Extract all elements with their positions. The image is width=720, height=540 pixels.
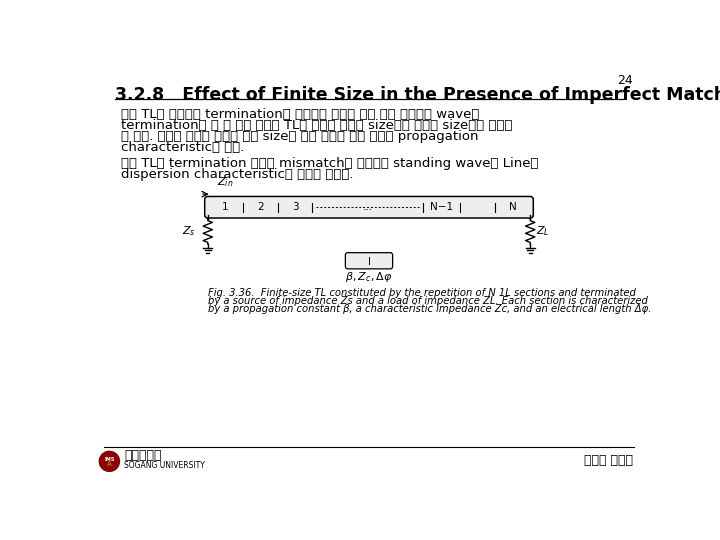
Text: 3.2.8   Effect of Finite Size in the Presence of Imperfect Matching: 3.2.8 Effect of Finite Size in the Prese… [114, 86, 720, 104]
Text: Fig. 3.36.  Finite-size TL constituted by the repetition of N 1L sections and te: Fig. 3.36. Finite-size TL constituted by… [208, 288, 636, 298]
Text: 2: 2 [257, 202, 264, 212]
Text: ...: ... [363, 202, 373, 212]
Text: $Z_L$: $Z_L$ [536, 225, 550, 238]
Text: 만일 TL이 완벽하게 termination에 매칭되어 있다면 이를 따라 진행하는 wave는: 만일 TL이 완벽하게 termination에 매칭되어 있다면 이를 따라 … [121, 108, 480, 121]
Text: 1: 1 [222, 202, 228, 212]
Text: 3: 3 [292, 202, 298, 212]
Text: $Z_{in}$: $Z_{in}$ [217, 175, 233, 189]
Text: $Z_s$: $Z_s$ [182, 225, 196, 238]
FancyBboxPatch shape [346, 253, 392, 269]
Text: 수 없다. 따라서 완벽히 매칭된 유한 size의 주기 구조는 무한 주기의 propagation: 수 없다. 따라서 완벽히 매칭된 유한 size의 주기 구조는 무한 주기의… [121, 130, 479, 143]
Text: 24: 24 [617, 74, 632, 87]
Text: by a propagation constant β, a characteristic impedance Zc, and an electrical le: by a propagation constant β, a character… [208, 303, 651, 314]
Text: 서강대학교: 서강대학교 [124, 449, 161, 462]
Text: SOGANG UNIVERSITY: SOGANG UNIVERSITY [124, 461, 205, 470]
FancyBboxPatch shape [204, 197, 534, 218]
Circle shape [99, 451, 120, 471]
Text: N: N [509, 202, 517, 212]
Text: 만일 TL과 termination 사이에 mismatch가 존재하면 standing wave는 Line의: 만일 TL과 termination 사이에 mismatch가 존재하면 st… [121, 157, 539, 170]
Text: A: A [107, 461, 112, 467]
Text: 전자파 연구실: 전자파 연구실 [583, 454, 632, 467]
Text: N−1: N−1 [431, 202, 454, 212]
Text: dispersion characteristic에 영향을 받는다.: dispersion characteristic에 영향을 받는다. [121, 168, 354, 181]
Text: termination을 볼 수 없고 따라서 TL의 구조가 유한한 size인지 무한한 size인지 구분할: termination을 볼 수 없고 따라서 TL의 구조가 유한한 size… [121, 119, 513, 132]
Text: $\beta, Z_c, \Delta\varphi$: $\beta, Z_c, \Delta\varphi$ [345, 271, 393, 285]
Text: characteristic과 같다.: characteristic과 같다. [121, 141, 244, 154]
Text: IMS: IMS [104, 456, 114, 462]
Text: by a source of impedance Zs and a load of impedance ZL. Each section is characte: by a source of impedance Zs and a load o… [208, 296, 648, 306]
